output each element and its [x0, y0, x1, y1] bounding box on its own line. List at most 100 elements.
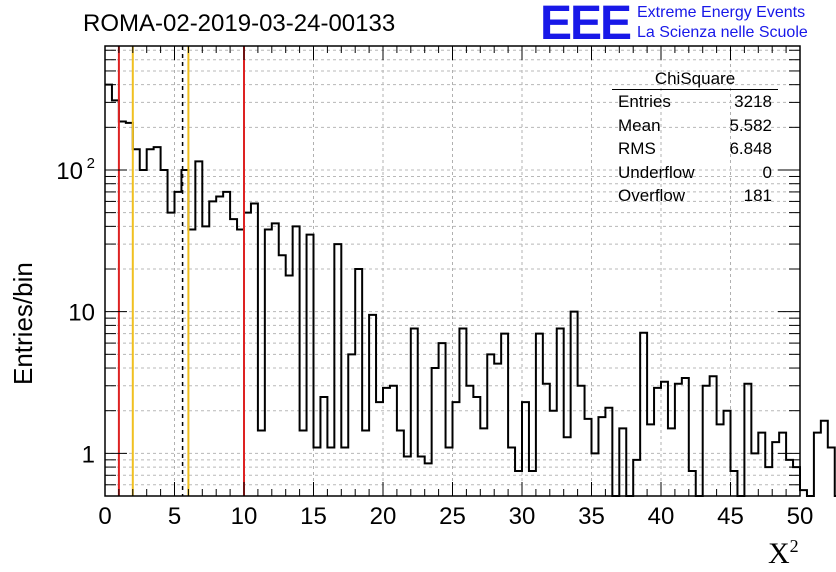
histogram-bin	[744, 384, 751, 496]
x-tick-labels: 0 5 10 15 20 25 30 35 40 45 50	[98, 503, 813, 530]
y-tick-label: 10	[56, 158, 83, 185]
histogram-bin	[765, 467, 772, 496]
histogram-bin	[105, 85, 112, 496]
histogram-bin	[758, 433, 765, 496]
histogram-bin	[439, 343, 446, 496]
histogram-bin	[418, 457, 425, 496]
histogram-bin	[154, 147, 161, 496]
histogram-bin	[202, 226, 209, 496]
histogram-bin	[216, 196, 223, 496]
histogram-bin	[453, 402, 460, 496]
histogram-bin	[251, 204, 258, 496]
histogram-bin	[779, 433, 786, 496]
logo-line-1: Extreme Energy Events	[637, 4, 806, 21]
histogram-bin	[376, 402, 383, 496]
x-tick-label: 35	[578, 503, 605, 530]
y-axis-label: Entries/bin	[8, 262, 38, 385]
histogram-bin	[668, 428, 675, 496]
histogram-bin	[390, 386, 397, 496]
histogram-bin	[446, 447, 453, 496]
histogram-bin	[334, 244, 341, 496]
histogram-bin	[209, 201, 216, 496]
histogram-bin	[675, 384, 682, 496]
eee-logo: EEE	[540, 0, 632, 50]
stats-label: Overflow	[618, 186, 686, 205]
stats-title: ChiSquare	[612, 68, 778, 90]
histogram-bin	[578, 386, 585, 496]
histogram-bin	[112, 100, 119, 496]
histogram-bin	[731, 471, 738, 496]
histogram-bin	[119, 121, 126, 496]
histogram-bin	[515, 471, 522, 496]
histogram-bin	[466, 386, 473, 496]
histogram-bin	[404, 457, 411, 496]
histogram-bin	[605, 408, 612, 496]
stats-row: RMS 6.848	[612, 137, 778, 161]
histogram-bin	[619, 428, 626, 496]
histogram-bin	[293, 226, 300, 496]
histogram-bin	[522, 402, 529, 496]
x-tick-label: 15	[300, 503, 327, 530]
histogram-bin	[536, 334, 543, 496]
chart-title: ROMA-02-2019-03-24-00133	[83, 10, 396, 37]
histogram-bin	[480, 428, 487, 496]
x-tick-label: 0	[98, 503, 111, 530]
x-tick-label: 45	[717, 503, 744, 530]
x-tick-label: 25	[439, 503, 466, 530]
histogram-bin	[355, 269, 362, 496]
stats-label: Underflow	[618, 162, 695, 182]
x-tick-label: 30	[509, 503, 536, 530]
histogram-bin	[272, 223, 279, 496]
histogram-bin	[383, 388, 390, 496]
histogram-bin	[473, 397, 480, 496]
stats-label: Mean	[618, 115, 661, 135]
axis-ticks	[104, 46, 801, 497]
y-tick-label: 10	[68, 300, 95, 327]
histogram-bin	[494, 364, 501, 496]
histogram-bin	[689, 471, 696, 496]
x-axis-label-base: X	[768, 537, 790, 570]
histogram-bin	[654, 388, 661, 496]
histogram-bin	[348, 354, 355, 496]
stats-label: RMS	[618, 139, 656, 158]
stats-row: Mean 5.582	[612, 114, 778, 138]
histogram-bars	[105, 83, 836, 497]
histogram-bin	[703, 386, 710, 496]
histogram-bin	[140, 170, 147, 496]
histogram-bin	[793, 467, 800, 496]
x-tick-label: 40	[648, 503, 675, 530]
stats-value: 181	[743, 186, 772, 205]
histogram-bin	[543, 384, 550, 496]
y-tick-label-sup: 2	[87, 155, 95, 172]
histogram-bin	[501, 334, 508, 496]
histogram-bin	[487, 354, 494, 496]
histogram-bin	[230, 219, 237, 496]
stats-value: 0	[762, 162, 772, 182]
histogram-bin	[661, 382, 668, 496]
x-tick-label: 10	[231, 503, 258, 530]
x-tick-label: 50	[787, 503, 814, 530]
histogram-bin	[598, 417, 605, 496]
histogram-bin	[300, 430, 307, 496]
histogram-bin	[161, 170, 168, 496]
histogram-bin	[529, 471, 536, 496]
histogram-bin	[307, 235, 314, 496]
histogram-bin	[571, 312, 578, 496]
stats-row: Underflow 0	[612, 161, 778, 185]
histogram-bin	[508, 447, 515, 496]
x-axis-label-sup: 2	[789, 536, 799, 556]
histogram-bin	[459, 329, 466, 496]
histogram-bin	[640, 333, 647, 496]
stats-value: 3218	[734, 92, 772, 111]
x-tick-label: 5	[168, 503, 181, 530]
x-axis-label: X2	[768, 536, 799, 571]
stats-row: Overflow 181	[612, 184, 778, 208]
histogram-bin	[786, 460, 793, 496]
histogram-outline	[105, 83, 836, 497]
histogram-bin	[682, 378, 689, 496]
histogram-bin	[828, 447, 835, 496]
histogram-bin	[175, 192, 182, 496]
histogram-bin	[557, 329, 564, 496]
